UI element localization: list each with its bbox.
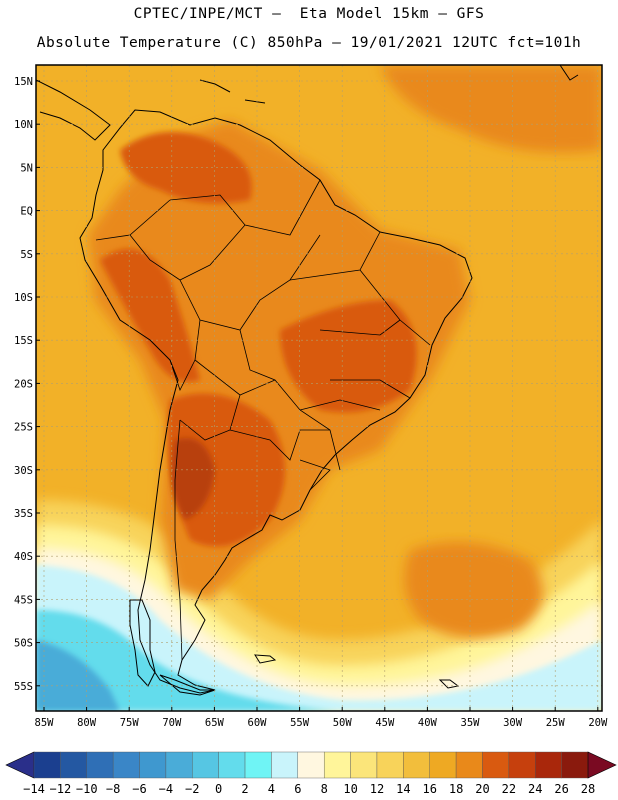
colorbar-label: 22 (502, 782, 516, 796)
lat-tick-label: 35S (14, 508, 33, 520)
latitude-axis: 15N 10N 5N EQ 5S 10S 15S 20S 25S 30S 35S 40S 45S 50S 5… (14, 76, 40, 693)
colorbar-label: 8 (321, 782, 328, 796)
colorbar-label: 24 (528, 782, 542, 796)
lon-tick-label: 45W (375, 717, 395, 729)
lat-tick-label: 40S (14, 551, 33, 563)
lat-tick-label: 5S (20, 249, 33, 261)
colorbar-label: 18 (449, 782, 463, 796)
colorbar-label: 20 (475, 782, 489, 796)
lon-tick-label: 25W (546, 717, 566, 729)
colorbar-swatch (429, 751, 457, 779)
lat-tick-label: 15N (14, 76, 33, 88)
map-frame (35, 64, 603, 712)
colorbar-swatch (60, 751, 87, 779)
colorbar-swatch (455, 751, 483, 779)
colorbar-swatch (535, 751, 562, 779)
colorbar: −14 −12 −10 −8 −6 −4 −2 0 2 4 6 8 10 12 14 16 18 20 22 24 26… (5, 751, 617, 796)
colorbar-label: −4 (159, 782, 173, 796)
colorbar-swatch (508, 751, 536, 779)
lon-tick-label: 50W (333, 717, 353, 729)
lat-tick-label: 15S (14, 335, 33, 347)
colorbar-swatch (86, 751, 114, 779)
colorbar-label: −12 (50, 782, 72, 796)
coastlines (36, 65, 579, 696)
colorbar-swatch (376, 751, 404, 779)
lat-tick-label: 25S (14, 422, 33, 434)
colorbar-label: −6 (132, 782, 146, 796)
colorbar-swatch (323, 751, 351, 779)
colorbar-swatch (112, 751, 140, 779)
colorbar-swatch (297, 751, 325, 779)
lon-tick-label: 75W (120, 717, 140, 729)
colorbar-swatch (482, 751, 510, 779)
colorbar-label: 28 (581, 782, 595, 796)
colorbar-under-arrow (5, 751, 35, 779)
lon-tick-label: 85W (35, 717, 55, 729)
colorbar-label: 12 (370, 782, 384, 796)
colorbar-label: 16 (422, 782, 436, 796)
temperature-field (36, 65, 602, 711)
lon-tick-label: 65W (205, 717, 225, 729)
lat-tick-label: EQ (20, 206, 33, 218)
colorbar-swatch (165, 751, 193, 779)
colorbar-swatch (192, 751, 219, 779)
colorbar-swatch (350, 751, 378, 779)
lon-tick-label: 80W (77, 717, 97, 729)
lat-tick-label: 45S (14, 594, 33, 606)
longitude-axis: 85W 80W 75W 70W 65W 60W 55W 50W 45W 40W 35W 30W 25W 2… (35, 707, 608, 729)
colorbar-swatch (33, 751, 61, 779)
colorbar-swatch (561, 751, 589, 779)
colorbar-label: 10 (343, 782, 357, 796)
colorbar-swatch (271, 751, 299, 779)
lon-tick-label: 70W (162, 717, 182, 729)
lat-tick-label: 30S (14, 465, 33, 477)
colorbar-over-arrow (587, 751, 617, 779)
lat-tick-label: 5N (20, 162, 33, 174)
colorbar-label: 0 (215, 782, 222, 796)
lon-tick-label: 40W (418, 717, 438, 729)
colorbar-label: 6 (294, 782, 301, 796)
title-line-1: CPTEC/INPE/MCT – Eta Model 15km – GFS (133, 6, 485, 22)
borders (95, 179, 431, 661)
colorbar-label: 4 (268, 782, 275, 796)
colorbar-swatch (139, 751, 167, 779)
colorbar-label: −14 (23, 782, 45, 796)
lon-tick-label: 55W (290, 717, 310, 729)
lat-tick-label: 20S (14, 378, 33, 390)
colorbar-swatch (244, 751, 272, 779)
lat-tick-label: 10N (14, 119, 33, 131)
gridlines (36, 65, 602, 711)
colorbar-swatch (403, 751, 430, 779)
colorbar-label: 26 (554, 782, 568, 796)
colorbar-label: −10 (76, 782, 98, 796)
lat-tick-label: 10S (14, 292, 33, 304)
title-line-2: Absolute Temperature (C) 850hPa – 19/01/… (36, 35, 582, 51)
lat-tick-label: 50S (14, 638, 33, 650)
lon-tick-label: 60W (248, 717, 268, 729)
lon-tick-label: 35W (461, 717, 481, 729)
colorbar-label: 14 (396, 782, 410, 796)
colorbar-label: 2 (241, 782, 248, 796)
colorbar-label: −8 (106, 782, 120, 796)
colorbar-swatch (218, 751, 246, 779)
lon-tick-label: 30W (503, 717, 523, 729)
lat-tick-label: 55S (14, 681, 33, 693)
lon-tick-label: 20W (588, 717, 608, 729)
colorbar-label: −2 (185, 782, 199, 796)
